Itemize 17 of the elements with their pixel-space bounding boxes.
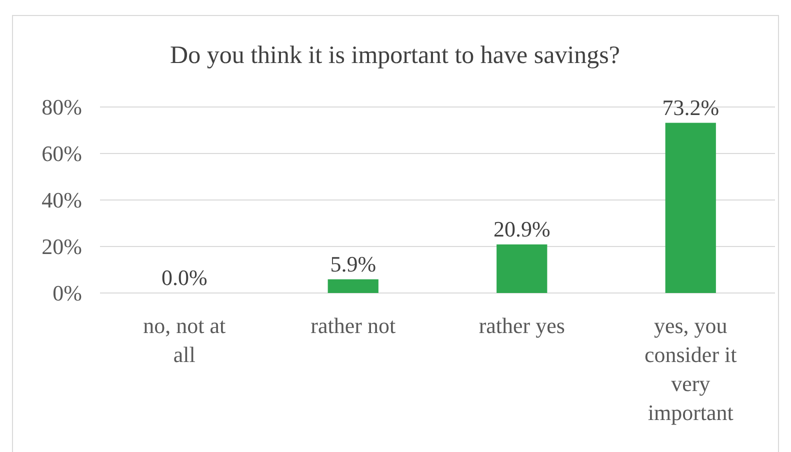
bar [665, 122, 716, 293]
x-tick-label: rather yes [478, 313, 565, 338]
x-tick-label: rather not [310, 313, 396, 338]
data-label: 0.0% [161, 265, 208, 290]
y-tick-label: 80% [42, 94, 82, 120]
x-tick-label: yes, you consider it very important [644, 313, 737, 425]
data-label: 20.9% [493, 216, 550, 242]
bar [328, 279, 378, 293]
chart-title: Do you think it is important to have savings? [170, 42, 620, 69]
y-tick-label: 60% [42, 141, 82, 166]
bar [496, 244, 548, 293]
data-label: 73.2% [662, 94, 720, 120]
x-tick-label: no, not at all [143, 313, 226, 367]
data-label: 5.9% [330, 251, 376, 276]
y-tick-label: 40% [42, 188, 82, 213]
y-tick-label: 20% [42, 234, 82, 260]
y-tick-label: 0% [52, 280, 82, 306]
